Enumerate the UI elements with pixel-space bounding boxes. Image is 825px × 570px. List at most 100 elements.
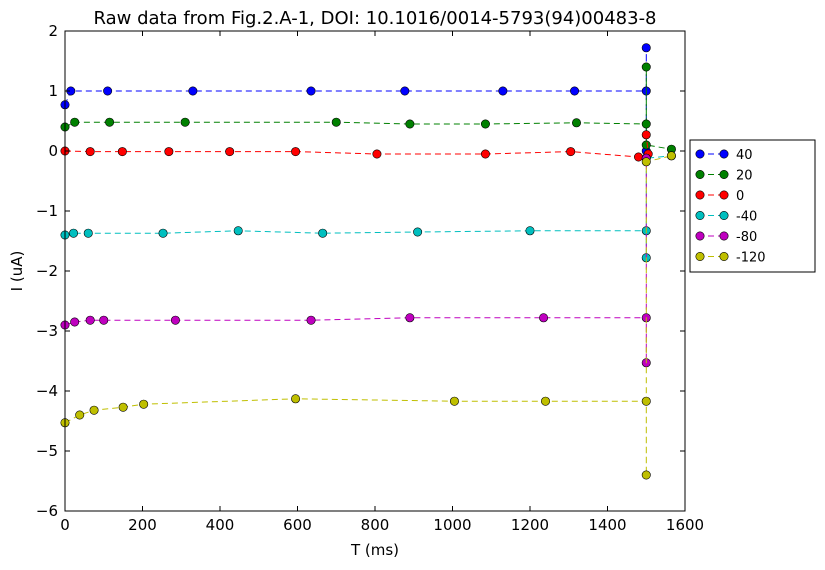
legend-marker: [719, 170, 729, 180]
data-point: [525, 226, 535, 236]
data-point: [164, 147, 174, 157]
data-point: [641, 470, 651, 480]
series-line: [64, 47, 647, 151]
legend-item: -80: [695, 230, 757, 245]
x-tick-label: 200: [128, 516, 157, 534]
y-tick-label: −4: [36, 382, 58, 400]
legend-marker: [695, 190, 705, 200]
data-point: [291, 147, 301, 157]
data-point: [85, 315, 95, 325]
legend-marker: [719, 190, 729, 200]
legend: 40 20 0 -40 -80 -120: [689, 139, 816, 273]
legend-item: 20: [695, 169, 753, 184]
data-point: [405, 313, 415, 323]
data-point: [306, 86, 316, 96]
legend-marker: [719, 149, 729, 159]
legend-marker: [695, 149, 705, 159]
data-point: [233, 226, 243, 236]
x-tick-label: 1200: [511, 516, 549, 534]
legend-marker: [719, 211, 729, 221]
x-tick-label: 1000: [433, 516, 471, 534]
legend-label: -120: [736, 251, 766, 266]
data-point: [641, 130, 651, 140]
y-tick-label: −6: [36, 502, 58, 520]
x-tick-label: 1400: [588, 516, 626, 534]
x-tick-label: 1600: [666, 516, 704, 534]
x-tick-label: 400: [206, 516, 235, 534]
y-tick-label: −3: [36, 322, 58, 340]
data-point: [180, 117, 190, 127]
series-line: [64, 158, 647, 363]
data-point: [70, 117, 80, 127]
data-point: [99, 315, 109, 325]
legend-item: -40: [695, 210, 757, 225]
data-point: [480, 149, 490, 159]
data-point: [117, 147, 127, 157]
data-point: [571, 118, 581, 128]
series-line: [64, 155, 672, 475]
data-point: [449, 396, 459, 406]
series-0: [60, 130, 653, 162]
data-point: [641, 157, 651, 167]
data-point: [188, 86, 198, 96]
legend-label: -80: [736, 230, 757, 245]
data-point: [69, 228, 79, 238]
series--120: [60, 151, 676, 480]
legend-marker: [719, 252, 729, 262]
data-point: [641, 43, 651, 53]
data-point: [89, 405, 99, 415]
data-point: [641, 396, 651, 406]
legend-item: 40: [695, 148, 753, 163]
data-point: [331, 117, 341, 127]
data-point: [413, 227, 423, 237]
legend-marker: [719, 231, 729, 241]
y-axis-label: I (uA): [8, 251, 26, 292]
data-point: [372, 149, 382, 159]
x-axis-label: T (ms): [350, 541, 399, 559]
legend-item: 0: [695, 189, 744, 204]
data-point: [566, 147, 576, 157]
legend-marker: [695, 252, 705, 262]
legend-marker: [695, 211, 705, 221]
data-point: [118, 402, 128, 412]
data-point: [400, 86, 410, 96]
data-point: [139, 399, 149, 409]
data-point: [633, 152, 643, 162]
data-point: [85, 147, 95, 157]
series-layer: [60, 43, 676, 480]
data-point: [291, 394, 301, 404]
data-point: [540, 396, 550, 406]
data-point: [480, 119, 490, 129]
legend-marker: [695, 231, 705, 241]
y-tick-label: 1: [48, 82, 58, 100]
ticks-layer: 0 200 400 600 800 1000 1200 1400 1600 2 1 0 −1 −2 −3 −4…: [36, 22, 704, 534]
data-point: [225, 147, 235, 157]
legend-label: 0: [736, 189, 744, 204]
data-point: [103, 86, 113, 96]
legend-label: 40: [736, 148, 753, 163]
y-tick-label: −1: [36, 202, 58, 220]
chart-title: Raw data from Fig.2.A-1, DOI: 10.1016/00…: [93, 8, 656, 29]
x-tick-label: 0: [60, 516, 70, 534]
legend-item: -120: [695, 251, 766, 266]
series-line: [64, 67, 672, 150]
data-point: [405, 119, 415, 129]
data-point: [306, 315, 316, 325]
data-point: [641, 62, 651, 72]
data-point: [570, 86, 580, 96]
y-tick-label: −2: [36, 262, 58, 280]
data-point: [83, 228, 93, 238]
data-point: [158, 228, 168, 238]
data-point: [170, 315, 180, 325]
series-20: [60, 62, 676, 154]
legend-marker: [695, 170, 705, 180]
data-point: [318, 228, 328, 238]
data-point: [70, 317, 80, 327]
x-tick-label: 600: [283, 516, 312, 534]
legend-label: -40: [736, 210, 757, 225]
y-tick-label: −5: [36, 442, 58, 460]
data-point: [666, 151, 676, 161]
data-point: [498, 86, 508, 96]
